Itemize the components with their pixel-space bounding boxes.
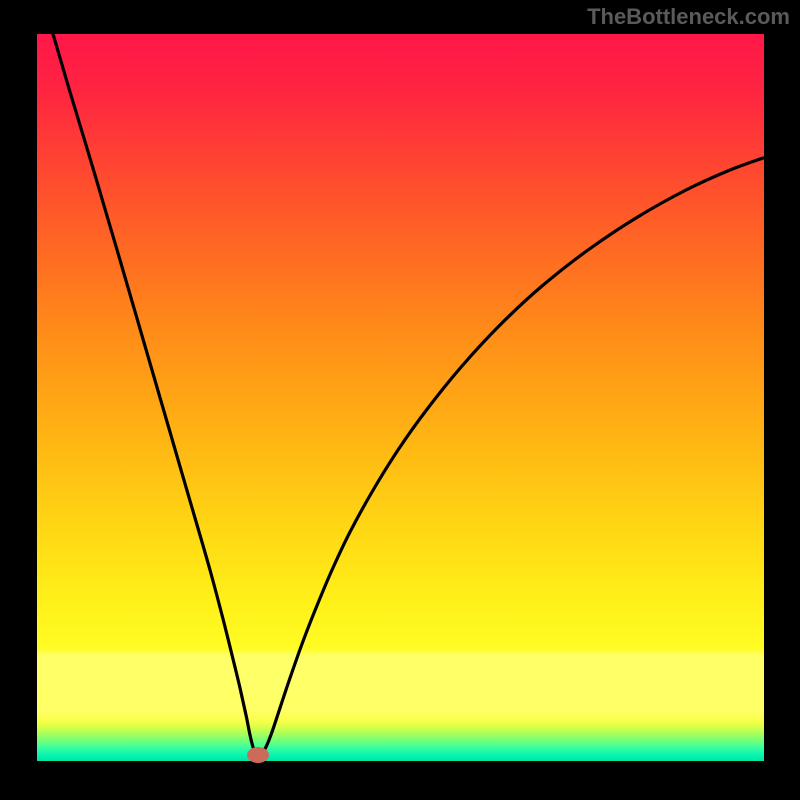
optimum-marker	[247, 747, 269, 763]
curve-path	[53, 34, 763, 755]
watermark-text: TheBottleneck.com	[587, 4, 790, 30]
chart-canvas: TheBottleneck.com	[0, 0, 800, 800]
bottleneck-curve	[0, 0, 800, 800]
